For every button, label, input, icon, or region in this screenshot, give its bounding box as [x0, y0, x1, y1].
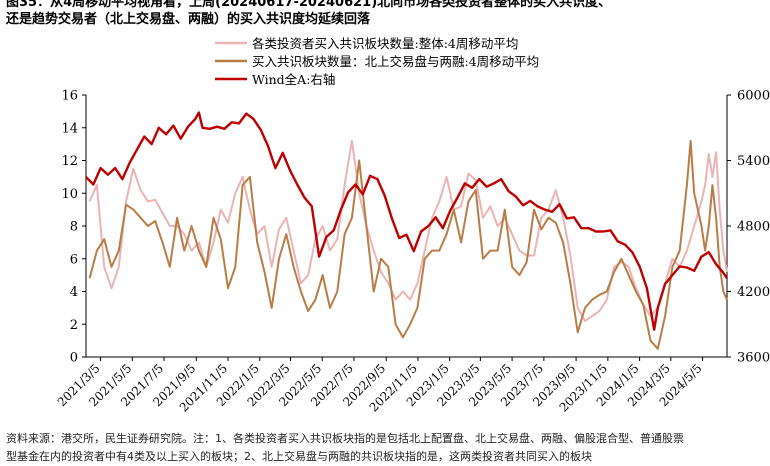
chart-axes: 0246810121416360042004800540060002021/3/…	[55, 89, 770, 415]
y-tick-label-right: 4200	[737, 285, 770, 300]
y-tick-label-left: 10	[61, 187, 78, 202]
chart-series	[85, 111, 729, 350]
line-chart: 0246810121416360042004800540060002021/3/…	[55, 36, 770, 415]
legend-label-2: Wind全A:右轴	[252, 72, 335, 87]
source-note-line-2: 型基金在内的投资者中有4类及以上买入的板块；2、北上交易盘与两融的共识板块指的是…	[6, 450, 592, 463]
series-line-1	[88, 139, 728, 350]
y-tick-label-left: 12	[61, 154, 78, 169]
y-tick-label-left: 2	[70, 318, 78, 333]
y-tick-label-right: 3600	[737, 351, 770, 366]
source-note-line-1: 资料来源：港交所，民生证券研究院。注：1、各类投资者买入共识板块指的是包括北上配…	[6, 432, 684, 445]
series-line-2	[85, 111, 729, 331]
y-tick-label-right: 5400	[737, 154, 770, 169]
y-tick-label-right: 6000	[737, 89, 770, 104]
chart-legend: 各类投资者买入共识板块数量:整体:4周移动平均买入共识板块数量：北上交易盘与两融…	[215, 36, 539, 87]
y-tick-label-left: 16	[61, 89, 78, 104]
y-tick-label-left: 14	[61, 121, 78, 136]
caption-line-2: 还是趋势交易者（北上交易盘、两融）的买入共识度均延续回落	[6, 12, 371, 27]
y-tick-label-left: 6	[70, 252, 78, 267]
y-tick-label-right: 4800	[737, 220, 770, 235]
chart-caption: 图35：从4周移动平均视角看，上周(20240617-20240621)北向市场…	[6, 0, 766, 28]
legend-label-1: 买入共识板块数量：北上交易盘与两融:4周移动平均	[252, 54, 539, 69]
y-tick-label-left: 0	[70, 351, 78, 366]
y-tick-label-left: 4	[70, 285, 78, 300]
series-line-0	[88, 139, 728, 322]
source-note: 资料来源：港交所，民生证券研究院。注：1、各类投资者买入共识板块指的是包括北上配…	[6, 430, 770, 466]
caption-line-1: 图35：从4周移动平均视角看，上周(20240617-20240621)北向市场…	[6, 0, 612, 10]
y-tick-label-left: 8	[70, 220, 78, 235]
legend-label-0: 各类投资者买入共识板块数量:整体:4周移动平均	[252, 36, 518, 51]
